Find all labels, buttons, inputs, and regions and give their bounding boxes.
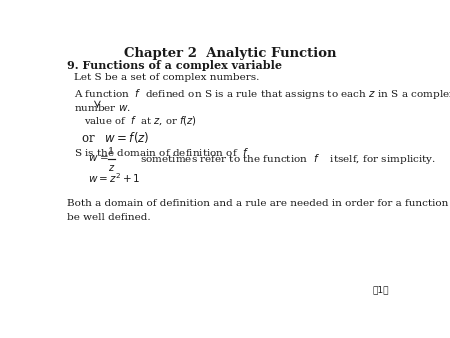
Text: or   $w = f\left(z\right)$: or $w = f\left(z\right)$ xyxy=(81,129,149,145)
Text: Let S be a set of complex numbers.: Let S be a set of complex numbers. xyxy=(74,73,259,82)
Text: Both a domain of definition and a rule are needed in order for a function to: Both a domain of definition and a rule a… xyxy=(67,199,450,208)
Text: S is the domain of definition of  $f$: S is the domain of definition of $f$ xyxy=(74,146,249,158)
Text: value of  $f$  at $z$, or $f(z)$: value of $f$ at $z$, or $f(z)$ xyxy=(84,114,197,127)
Text: $z$: $z$ xyxy=(108,163,115,173)
Text: sometimes refer to the function  $f$    itself, for simplicity.: sometimes refer to the function $f$ itse… xyxy=(140,152,436,167)
Text: 1: 1 xyxy=(108,147,114,155)
Text: be well defined.: be well defined. xyxy=(67,213,150,222)
Text: $w$ =: $w$ = xyxy=(88,153,109,164)
Text: Chapter 2  Analytic Function: Chapter 2 Analytic Function xyxy=(124,47,337,60)
Text: A function  $f$  defined on S is a rule that assigns to each $z$ in S a complex: A function $f$ defined on S is a rule th… xyxy=(74,88,450,101)
Text: 9. Functions of a complex variable: 9. Functions of a complex variable xyxy=(67,60,282,71)
Text: number $w$.: number $w$. xyxy=(74,102,131,113)
Text: 第1頁: 第1頁 xyxy=(373,285,389,294)
Text: $w = z^{2}+1$: $w = z^{2}+1$ xyxy=(88,171,140,185)
